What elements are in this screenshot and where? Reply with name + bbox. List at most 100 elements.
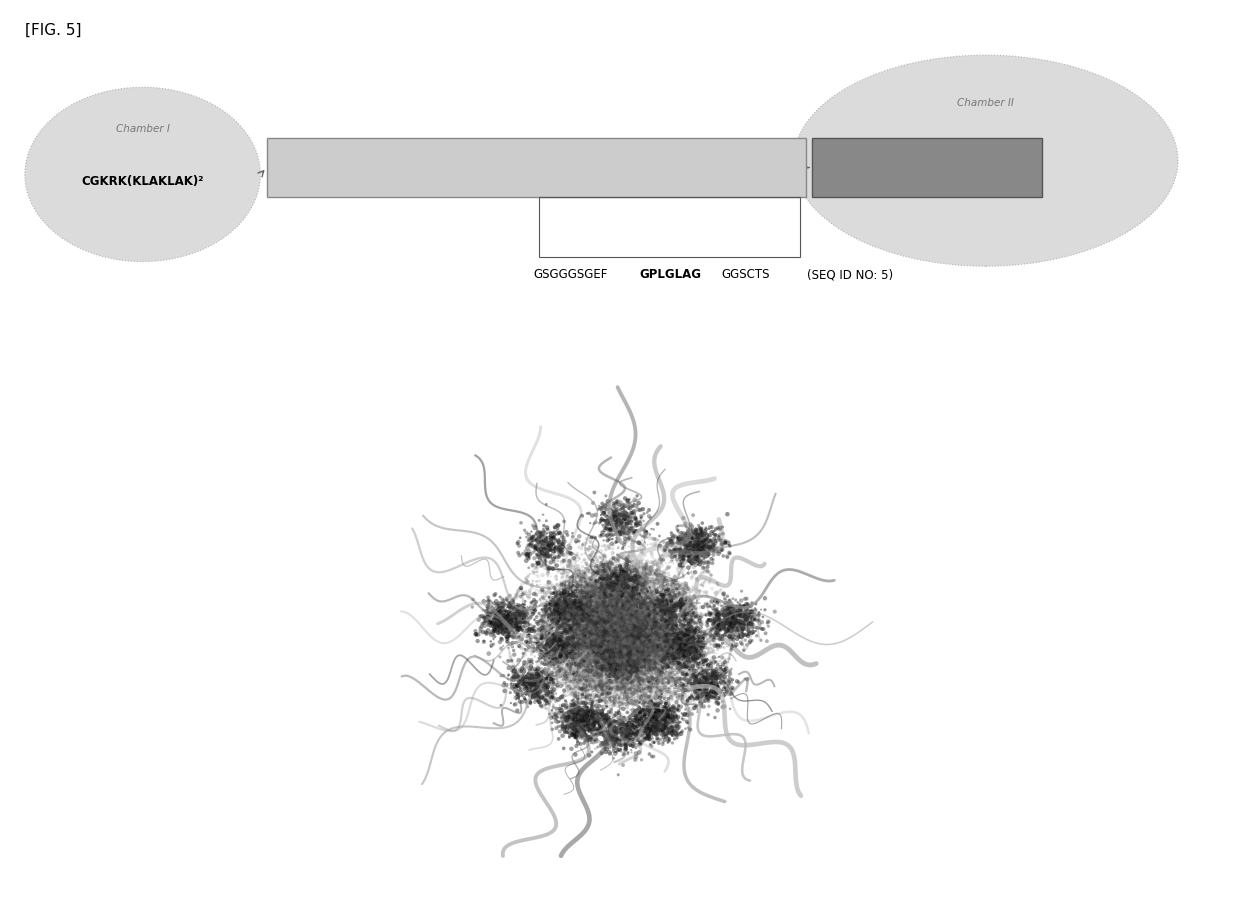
Point [647,675,667,689]
Point [611,624,631,639]
Point [606,621,626,636]
Point [558,649,578,664]
Point [589,655,609,669]
Point [641,614,661,629]
Point [656,666,676,680]
Point [651,629,671,644]
Point [656,607,676,621]
Point [611,626,631,641]
Point [657,708,677,722]
Point [661,640,681,655]
Point [564,669,584,684]
Point [613,605,632,620]
Point [569,616,589,631]
Point [610,624,630,639]
Point [621,690,641,705]
Point [541,649,560,664]
Point [635,600,655,615]
Point [574,630,594,644]
Point [655,582,675,597]
Point [649,631,668,645]
Point [610,577,630,592]
Point [682,644,702,658]
Point [532,690,552,705]
Point [647,612,667,627]
Point [590,634,610,649]
Point [619,610,639,625]
Point [580,565,600,580]
Point [546,604,565,619]
Point [598,584,618,599]
Point [672,641,692,655]
Point [666,695,686,710]
Point [599,656,619,671]
Point [600,625,620,640]
Point [608,571,627,586]
Point [556,614,575,629]
Point [614,604,634,619]
Point [568,712,588,727]
Point [665,683,684,698]
Point [615,625,635,640]
Point [630,705,650,720]
Point [625,624,645,639]
Point [610,626,630,641]
Point [547,624,567,639]
Point [609,582,629,597]
Point [655,620,675,634]
Point [513,672,533,687]
Point [616,630,636,644]
Point [629,639,649,654]
Point [635,585,655,599]
Point [543,614,563,629]
Point [632,642,652,656]
Point [554,719,574,733]
Point [693,545,713,560]
Point [523,668,543,683]
Point [717,685,737,700]
Point [533,626,553,641]
Point [600,615,620,630]
Point [587,677,606,691]
Point [601,588,621,602]
Point [577,588,596,602]
Point [611,566,631,581]
Point [560,709,580,723]
Point [740,635,760,650]
Point [651,599,671,614]
Point [565,591,585,606]
Point [657,636,677,651]
Point [611,633,631,648]
Point [599,633,619,647]
Point [579,548,599,563]
Point [587,652,606,666]
Point [590,651,610,666]
Point [564,688,584,702]
Point [610,622,630,637]
Point [596,528,616,543]
Point [544,606,564,621]
Point [618,578,637,593]
Point [610,627,630,642]
Point [636,577,656,592]
Point [613,673,632,688]
Point [653,701,673,716]
Point [641,661,661,676]
Point [574,690,594,705]
Point [620,622,640,637]
Point [608,603,627,618]
Point [626,653,646,667]
Point [611,625,631,640]
Point [657,717,677,732]
Point [701,607,720,621]
Point [634,623,653,638]
Point [621,681,641,696]
Point [594,579,614,594]
Point [536,649,556,664]
Point [582,692,601,707]
Point [598,617,618,632]
Point [573,607,593,621]
Point [626,513,646,528]
Point [537,610,557,624]
Point [584,674,604,688]
